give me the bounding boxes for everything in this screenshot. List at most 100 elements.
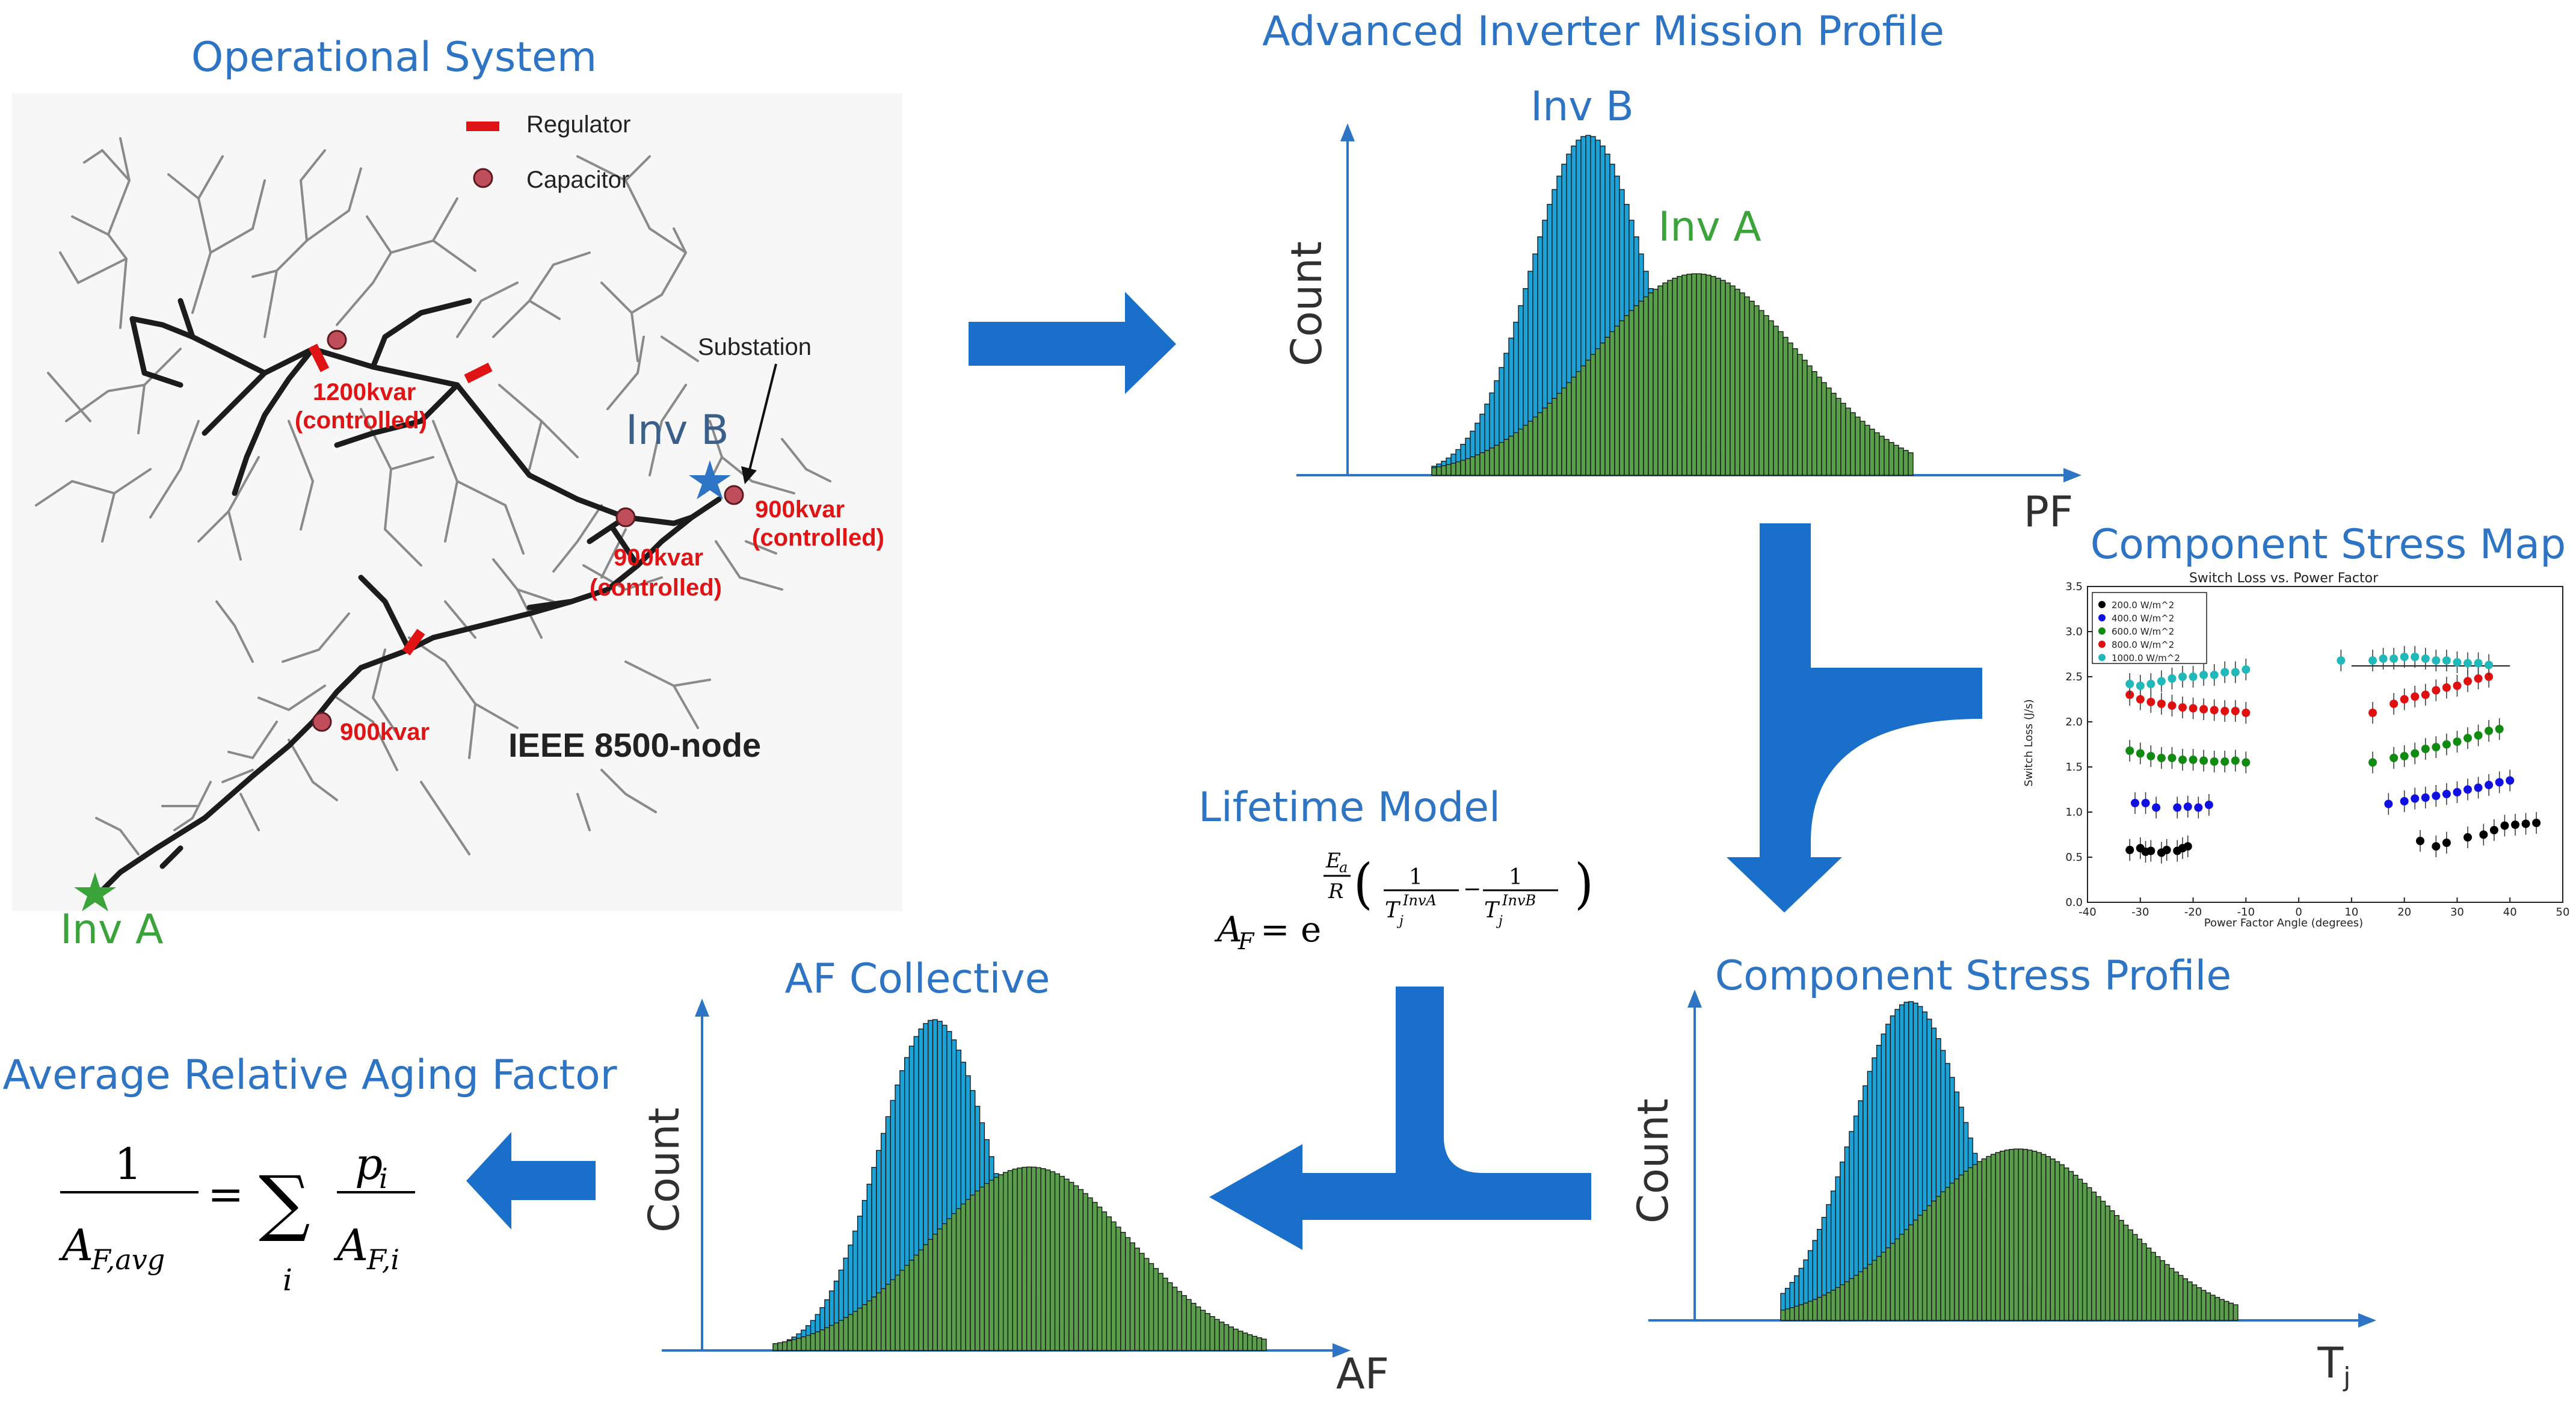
- operational-system-panel: Operational System: [12, 34, 902, 953]
- inv-a-histogram-bar: [1812, 1299, 1818, 1321]
- svg-text:T: T: [1385, 898, 1401, 923]
- inv-a-histogram-bar: [1556, 393, 1562, 476]
- inv-a-histogram-bar: [1881, 1251, 1887, 1321]
- inv-a-histogram-bar: [2169, 1267, 2175, 1321]
- inv-a-histogram-bar: [1789, 1307, 1795, 1321]
- inv-a-histogram-bar: [988, 1180, 994, 1351]
- inv-a-histogram-bar: [1040, 1168, 1046, 1351]
- inv-a-histogram-bar: [2118, 1219, 2124, 1321]
- af-collective-panel: AF Collective Count AF: [639, 955, 1389, 1399]
- inv-a-histogram-bar: [1204, 1313, 1210, 1351]
- capacitor-marker: [327, 330, 347, 350]
- stress-map-point: [2231, 707, 2240, 715]
- inv-a-histogram-bar: [1003, 1172, 1009, 1351]
- inv-a-histogram-bar: [1817, 1296, 1823, 1321]
- stress-map-point: [2432, 686, 2441, 695]
- inv-a-histogram-bar: [1068, 1181, 1074, 1351]
- stress-map-point: [2194, 803, 2203, 812]
- inv-a-histogram-bar: [1228, 1326, 1234, 1351]
- inv-a-histogram-bar: [810, 1333, 816, 1351]
- regulator-legend-icon: [466, 122, 499, 131]
- inv-a-histogram-bar: [1638, 300, 1644, 476]
- stress-map-point: [2183, 802, 2192, 811]
- inv-a-histogram-bar: [2187, 1281, 2193, 1321]
- inv-a-histogram-bar: [1219, 1322, 1225, 1351]
- inv-a-histogram-bar: [1734, 289, 1740, 476]
- inv-a-histogram-bar: [2155, 1256, 2161, 1321]
- inv-a-histogram-bar: [1465, 458, 1471, 476]
- stress-map-x-label: Power Factor Angle (degrees): [2204, 917, 2363, 929]
- inv-a-histogram-bar: [1821, 382, 1827, 476]
- inv-a-histogram-bar: [1802, 360, 1808, 476]
- stress-map-point: [2474, 783, 2483, 792]
- inv-a-histogram-bar: [801, 1336, 807, 1351]
- inv-a-histogram-bar: [1455, 461, 1461, 476]
- stress-map-point: [2183, 842, 2192, 851]
- inv-a-histogram-bar: [1894, 1238, 1900, 1321]
- inv-a-histogram-bar: [848, 1314, 854, 1351]
- stress-map-point: [2368, 709, 2377, 717]
- svg-text:F,i: F,i: [366, 1243, 399, 1276]
- inv-a-histogram-bar: [1547, 402, 1553, 476]
- stress-map-point: [2136, 749, 2145, 758]
- inv-a-histogram-bar: [1972, 1164, 1978, 1321]
- inv-a-histogram-bar: [1585, 360, 1591, 476]
- inv-a-histogram-bar: [895, 1275, 901, 1351]
- stress-map-point: [2485, 660, 2494, 670]
- inv-a-histogram-bar: [866, 1300, 872, 1351]
- inv-a-histogram-bar: [1879, 436, 1885, 476]
- stress-map-point: [2168, 754, 2177, 762]
- inv-a-histogram-bar: [1811, 371, 1817, 476]
- stress-map-point: [2464, 659, 2472, 668]
- stress-map-point: [2485, 673, 2494, 681]
- inv-a-histogram-bar: [2232, 1304, 2239, 1321]
- svg-text:): ): [1574, 853, 1594, 916]
- stress-map-point: [2506, 776, 2515, 785]
- inv-a-histogram-bar: [2095, 1196, 2101, 1321]
- inv-a-histogram-bar: [2050, 1158, 2056, 1321]
- inv-a-histogram-bar: [1888, 442, 1894, 476]
- cap-900kvar-mid-status: (controlled): [590, 574, 722, 601]
- inv-a-histogram-bar: [923, 1244, 929, 1351]
- inv-a-histogram-bar: [1926, 1205, 1932, 1321]
- capacitor-marker: [615, 507, 636, 528]
- inv-a-histogram-bar: [1115, 1227, 1121, 1351]
- inv-a-histogram-bar: [1256, 1337, 1262, 1351]
- inv-a-histogram-bar: [2164, 1264, 2170, 1321]
- inv-a-histogram-bar: [2178, 1275, 2184, 1321]
- stress-map-legend-marker: [2098, 601, 2106, 608]
- stress-map-point: [2432, 743, 2441, 751]
- inv-a-histogram-bar: [2141, 1243, 2147, 1321]
- inv-a-histogram-bar: [1778, 331, 1784, 476]
- svg-text:1: 1: [1509, 865, 1523, 890]
- network-thin-branches: [35, 137, 831, 855]
- network-name-label: IEEE 8500-node: [508, 726, 761, 764]
- inv-a-histogram-bar: [1826, 1292, 1832, 1321]
- inv-a-histogram-bar: [951, 1213, 957, 1351]
- stress-map-point: [2337, 656, 2346, 665]
- stress-map-point: [2136, 695, 2145, 704]
- stress-map-x-tick-label: 50: [2556, 906, 2570, 919]
- inv-a-histogram-bar: [1059, 1175, 1065, 1351]
- stress-map-point: [2173, 803, 2182, 812]
- inv-a-histogram-bar: [1595, 348, 1601, 476]
- inv-a-histogram-bar: [1773, 325, 1779, 476]
- inv-a-histogram-bar: [1867, 1264, 1873, 1321]
- inv-a-histogram-bar: [1706, 274, 1712, 476]
- inv-a-histogram-bar: [1441, 465, 1447, 476]
- inv-a-histogram-bar: [1884, 439, 1890, 476]
- inv-a-histogram-bar: [2086, 1187, 2092, 1321]
- stress-profile-y-label: Count: [1628, 1098, 1678, 1224]
- stress-map-point: [2532, 819, 2541, 827]
- inv-a-histogram-bar: [2127, 1229, 2133, 1321]
- inv-a-histogram-bar: [993, 1177, 999, 1351]
- inv-a-histogram-bar: [1855, 416, 1861, 476]
- inv-a-histogram-bar: [843, 1317, 849, 1351]
- inv-a-histogram-bar: [1097, 1206, 1103, 1351]
- inv-a-histogram-bar: [1912, 1219, 1918, 1321]
- inv-a-histogram-bar: [1869, 428, 1875, 476]
- inv-a-histogram-bar: [1730, 285, 1736, 476]
- stress-map-y-tick-label: 3.0: [2065, 626, 2083, 638]
- substation-pointer: [748, 363, 777, 473]
